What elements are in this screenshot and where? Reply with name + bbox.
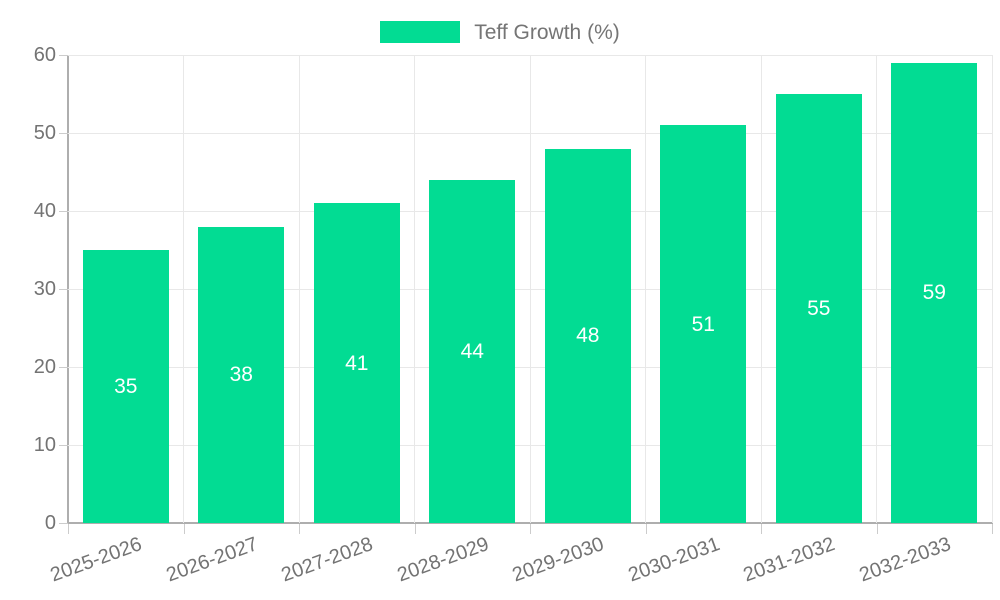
bar-2026-2027[interactable]: 38 (198, 226, 285, 523)
bar-value-label: 48 (576, 324, 600, 348)
y-tick-mark (59, 445, 68, 446)
y-tick-label: 40 (33, 200, 56, 222)
bar-value-label: 41 (345, 351, 369, 375)
legend-label: Teff Growth (%) (474, 20, 620, 44)
gridline-vertical (529, 55, 531, 523)
bar-2028-2029[interactable]: 44 (429, 179, 516, 523)
bar-value-label: 35 (114, 375, 138, 398)
x-category-label: 2026-2027 (163, 533, 261, 587)
x-tick-mark (530, 524, 531, 534)
bar-value-label: 55 (807, 297, 831, 320)
bar-value-label: 59 (922, 281, 946, 305)
x-tick-mark (299, 524, 300, 534)
y-tick-mark (59, 133, 68, 134)
x-tick-mark (68, 524, 69, 534)
bar-2032-2033[interactable]: 59 (891, 62, 978, 523)
bar-2029-2030[interactable]: 48 (544, 148, 631, 523)
x-tick-mark (414, 524, 416, 534)
plot-area: 35 38 41 44 48 51 55 59 (68, 54, 993, 523)
x-category-label: 2029-2030 (509, 533, 607, 587)
bar-2025-2026[interactable]: 35 (82, 250, 169, 523)
legend-swatch (380, 21, 461, 43)
bar-2027-2028[interactable]: 41 (313, 203, 400, 523)
x-category-label: 2028-2029 (394, 533, 492, 587)
y-tick-label: 10 (33, 434, 56, 456)
y-tick-mark (59, 55, 68, 56)
bar-value-label: 38 (229, 363, 253, 387)
y-tick-label: 30 (33, 278, 56, 300)
gridline-vertical (414, 55, 415, 523)
legend-item[interactable]: Teff Growth (%) (0, 14, 1000, 50)
y-tick-label: 50 (33, 122, 56, 144)
y-tick-mark (59, 289, 68, 290)
y-tick-mark (59, 367, 68, 368)
x-tick-mark (761, 524, 762, 534)
y-tick-mark (59, 211, 68, 212)
x-category-label: 2031-2032 (740, 533, 838, 587)
x-tick-mark (183, 524, 185, 534)
bar-2031-2032[interactable]: 55 (775, 94, 862, 523)
x-category-label: 2032-2033 (856, 533, 954, 587)
gridline-vertical (645, 55, 646, 523)
y-tick-mark (59, 523, 68, 524)
gridline-vertical (876, 55, 877, 523)
gridline-vertical (760, 55, 762, 523)
bar-value-label: 44 (460, 339, 484, 363)
x-tick-mark (876, 524, 878, 534)
x-tick-mark (992, 524, 993, 534)
bar-value-label: 51 (691, 312, 715, 336)
gridline-vertical (991, 55, 993, 523)
y-tick-label: 20 (33, 356, 56, 378)
x-category-label: 2025-2026 (47, 533, 145, 587)
gridline-vertical (183, 55, 184, 523)
y-tick-label: 60 (33, 44, 56, 66)
y-tick-label: 0 (44, 512, 56, 534)
x-category-label: 2030-2031 (625, 533, 723, 587)
x-tick-mark (645, 524, 647, 534)
x-category-label: 2027-2028 (278, 533, 376, 587)
gridline-vertical (298, 55, 300, 523)
x-axis-line (68, 522, 993, 524)
bar-2030-2031[interactable]: 51 (660, 125, 747, 523)
